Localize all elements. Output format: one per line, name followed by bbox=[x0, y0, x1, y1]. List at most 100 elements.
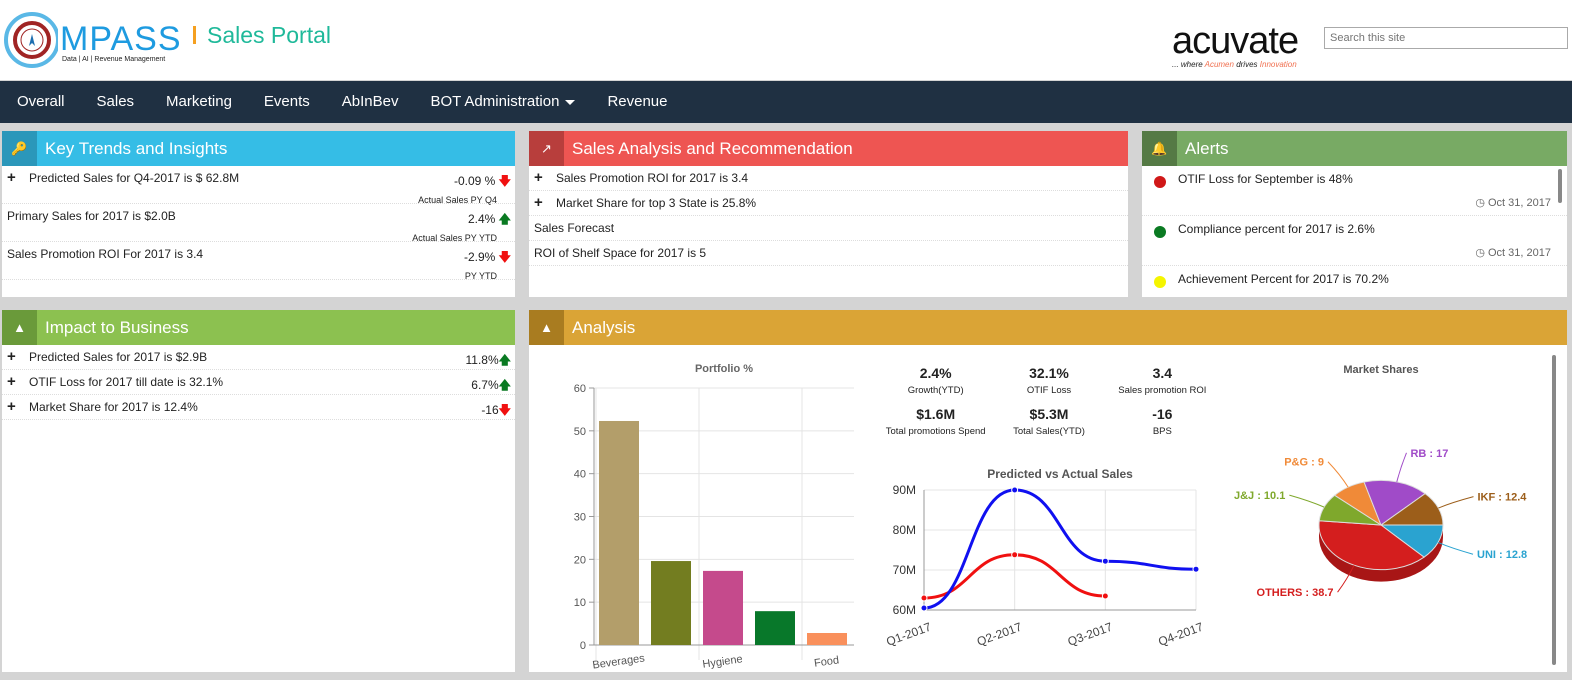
expand-plus-icon[interactable]: + bbox=[7, 169, 16, 186]
pie-slice bbox=[1318, 520, 1425, 571]
nav-item[interactable]: Overall bbox=[0, 81, 81, 123]
main-nav: Overall Sales Marketing Events AbInBev BOT Ad… bbox=[0, 81, 1572, 123]
kpi: 32.1% OTIF Loss bbox=[992, 365, 1105, 398]
nav-item[interactable]: Marketing bbox=[150, 81, 248, 123]
status-dot-icon bbox=[1154, 176, 1166, 188]
analysis-panel: ▲ Analysis Portfolio % 0 10 20 30 40 50 60 Bevera… bbox=[529, 310, 1567, 672]
impact-panel: ▲ Impact to Business + Predicted Sales for… bbox=[2, 310, 515, 672]
x-tick-label: Q4-2017 bbox=[1156, 620, 1204, 649]
panel-title: Key Trends and Insights bbox=[45, 138, 228, 158]
data-point bbox=[1101, 592, 1109, 600]
chart-title: Predicted vs Actual Sales bbox=[987, 467, 1133, 481]
panel-header: 🔔 Alerts bbox=[1142, 131, 1567, 166]
bar bbox=[703, 570, 743, 645]
nav-label: BOT Administration bbox=[430, 93, 560, 110]
expand-plus-icon[interactable]: + bbox=[7, 398, 16, 415]
alert-text: Achievement Percent for 2017 is 70.2% bbox=[1178, 272, 1389, 286]
x-tick-label: Q3-2017 bbox=[1066, 620, 1115, 649]
kpi-value: $5.3M bbox=[1029, 406, 1069, 422]
recommendation-row[interactable]: + Sales Promotion ROI for 2017 is 3.4 bbox=[529, 166, 1128, 191]
panel-header: ▲ Impact to Business bbox=[2, 310, 515, 345]
x-tick-label: Beverages bbox=[592, 652, 646, 670]
acuvate-logo: acuvate bbox=[1172, 20, 1299, 62]
kpi-label: Growth(YTD) bbox=[907, 385, 964, 396]
impact-text: OTIF Loss for 2017 till date is 32.1% bbox=[29, 375, 224, 389]
nav-item[interactable]: Events bbox=[248, 81, 326, 123]
slice-label: UNI : 12.8 bbox=[1477, 549, 1527, 561]
kpi-value: $1.6M bbox=[916, 406, 956, 422]
panel-header: 🔑 Key Trends and Insights bbox=[2, 131, 515, 166]
recommendation-text: Sales Promotion ROI for 2017 is 3.4 bbox=[556, 171, 749, 185]
status-dot-icon bbox=[1154, 226, 1166, 238]
market-share-pie-chart: Market Shares UNI : 12.8 OTHERS : 38.7 J&J … bbox=[1234, 364, 1527, 599]
nav-item[interactable]: BOT Administration bbox=[414, 81, 591, 123]
y-tick-label: 40 bbox=[574, 469, 586, 481]
label-connector bbox=[1289, 494, 1325, 508]
kpi: -16 BPS bbox=[1106, 406, 1219, 439]
nav-item[interactable]: Revenue bbox=[591, 81, 683, 123]
insight-text: Sales Promotion ROI For 2017 is 3.4 bbox=[7, 247, 204, 261]
search-input[interactable] bbox=[1324, 27, 1568, 49]
recommendation-row[interactable]: Sales Forecast bbox=[529, 216, 1128, 241]
x-tick-label: Food bbox=[813, 654, 840, 669]
data-point bbox=[920, 594, 928, 602]
insight-comparison: Actual Sales PY Q4 bbox=[418, 195, 497, 205]
insight-row: Sales Promotion ROI For 2017 is 3.4 -2.9%… bbox=[2, 242, 515, 281]
panel-title: Sales Analysis and Recommendation bbox=[572, 138, 853, 158]
y-tick-label: 50 bbox=[574, 426, 586, 438]
alert-item: Compliance percent for 2017 is 2.6% ◷ Oct… bbox=[1142, 216, 1567, 266]
slice-label: OTHERS : 38.7 bbox=[1257, 587, 1334, 599]
nav-label: Marketing bbox=[166, 93, 232, 110]
alert-item: Achievement Percent for 2017 is 70.2% bbox=[1142, 266, 1567, 297]
panel-title: Impact to Business bbox=[45, 317, 189, 337]
alert-item: OTIF Loss for September is 48% ◷ Oct 31, … bbox=[1142, 166, 1567, 216]
kpi: 3.4 Sales promotion ROI bbox=[1106, 365, 1219, 398]
recommendation-row[interactable]: + Market Share for top 3 State is 25.8% bbox=[529, 191, 1128, 216]
bar bbox=[807, 633, 847, 645]
panel-header: ↗ Sales Analysis and Recommendation bbox=[529, 131, 1128, 166]
area-chart-icon: ▲ bbox=[2, 310, 37, 345]
recommendation-row[interactable]: ROI of Shelf Space for 2017 is 5 bbox=[529, 241, 1128, 266]
arrow-down-icon: 🡇 bbox=[498, 174, 511, 188]
nav-item[interactable]: AbInBev bbox=[326, 81, 415, 123]
y-tick-label: 60M bbox=[893, 603, 916, 617]
status-dot-icon bbox=[1154, 276, 1166, 288]
kpi: 2.4% Growth(YTD) bbox=[879, 365, 992, 398]
impact-value: 6.7% bbox=[471, 378, 499, 392]
line-chart-icon: ↗ bbox=[529, 131, 564, 166]
recommendation-text: ROI of Shelf Space for 2017 is 5 bbox=[534, 246, 707, 260]
kpi-label: Total Sales(YTD) bbox=[1013, 426, 1085, 437]
insight-row: + Predicted Sales for Q4-2017 is $ 62.8M -… bbox=[2, 166, 515, 205]
caret-down-icon bbox=[565, 99, 576, 105]
kpi-value: 3.4 bbox=[1152, 365, 1173, 381]
recommendation-text: Sales Forecast bbox=[534, 221, 615, 235]
alerts-scrollbar[interactable] bbox=[1558, 169, 1562, 203]
alert-date: Oct 31, 2017 bbox=[1488, 197, 1551, 209]
insight-text: Predicted Sales for Q4-2017 is $ 62.8M bbox=[29, 171, 240, 185]
bar bbox=[755, 611, 795, 645]
label-connector bbox=[1437, 542, 1474, 555]
area-chart-icon: ▲ bbox=[529, 310, 564, 345]
data-point bbox=[920, 604, 928, 612]
clock-icon: ◷ bbox=[1475, 197, 1485, 209]
sales-analysis-panel: ↗ Sales Analysis and Recommendation + Sale… bbox=[529, 131, 1128, 297]
nav-item[interactable]: Sales bbox=[81, 81, 151, 123]
expand-plus-icon[interactable]: + bbox=[7, 348, 16, 365]
expand-plus-icon[interactable]: + bbox=[534, 169, 543, 186]
expand-plus-icon[interactable]: + bbox=[7, 373, 16, 390]
expand-plus-icon[interactable]: + bbox=[534, 194, 543, 211]
kpi-label: OTIF Loss bbox=[1026, 385, 1072, 396]
sales-line-chart: Predicted vs Actual Sales 60M 70M 80M 90M Q1-… bbox=[884, 467, 1204, 649]
impact-value: 11.8% bbox=[465, 353, 499, 367]
series-line bbox=[923, 488, 1197, 610]
impact-row: + Market Share for 2017 is 12.4% -16🡇 bbox=[2, 395, 515, 420]
y-tick-label: 70M bbox=[893, 563, 916, 577]
analysis-scrollbar[interactable] bbox=[1552, 355, 1556, 665]
label-connector bbox=[1438, 496, 1474, 509]
kpi-label: Total promotions Spend bbox=[885, 426, 986, 437]
impact-text: Market Share for 2017 is 12.4% bbox=[29, 400, 198, 414]
kpi-label: BPS bbox=[1152, 426, 1172, 437]
kpi-value: -16 bbox=[1152, 406, 1173, 422]
arrow-down-icon: 🡇 bbox=[498, 250, 511, 264]
insight-value: -2.9% bbox=[463, 250, 496, 264]
